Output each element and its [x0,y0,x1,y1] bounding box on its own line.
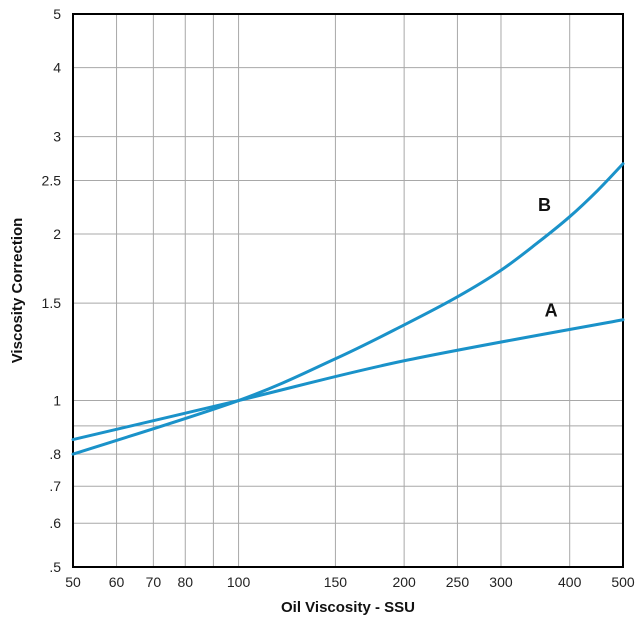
y-tick-label: 3 [53,129,61,145]
x-tick-label: 300 [489,574,513,590]
y-tick-label: 5 [53,6,61,22]
y-tick-label: 1 [53,393,61,409]
y-tick-label: 1.5 [42,295,62,311]
series-label-a: A [545,300,558,320]
x-tick-label: 250 [446,574,470,590]
y-tick-labels: .5 .6 .7 .8 1 1.5 2 2.5 3 4 5 [42,6,62,575]
y-tick-label: .8 [49,446,61,462]
plot-frame [72,13,624,568]
series-label-b: B [538,195,551,215]
x-axis-title: Oil Viscosity - SSU [281,599,415,616]
x-tick-label: 150 [324,574,348,590]
x-tick-label: 80 [177,574,193,590]
series-lines [71,162,625,456]
x-tick-label: 70 [146,574,162,590]
x-tick-label: 60 [109,574,125,590]
y-tick-label: .5 [49,559,61,575]
y-tick-label: .6 [49,515,61,531]
y-tick-label: 2.5 [42,172,62,188]
x-tick-label: 400 [558,574,582,590]
y-tick-label: 4 [53,60,61,76]
series-line-b [71,162,625,456]
grid [73,14,623,567]
x-tick-label: 50 [65,574,81,590]
x-tick-label: 200 [392,574,416,590]
x-tick-label: 100 [227,574,251,590]
series-labels: AB [538,195,558,320]
x-tick-labels: 50 60 70 80 100 150 200 250 300 400 500 [65,574,635,590]
series-line-a [71,318,625,442]
x-tick-label: 500 [611,574,635,590]
y-tick-label: 2 [53,226,61,242]
y-tick-label: .7 [49,478,61,494]
y-axis-title: Viscosity Correction [9,218,26,364]
